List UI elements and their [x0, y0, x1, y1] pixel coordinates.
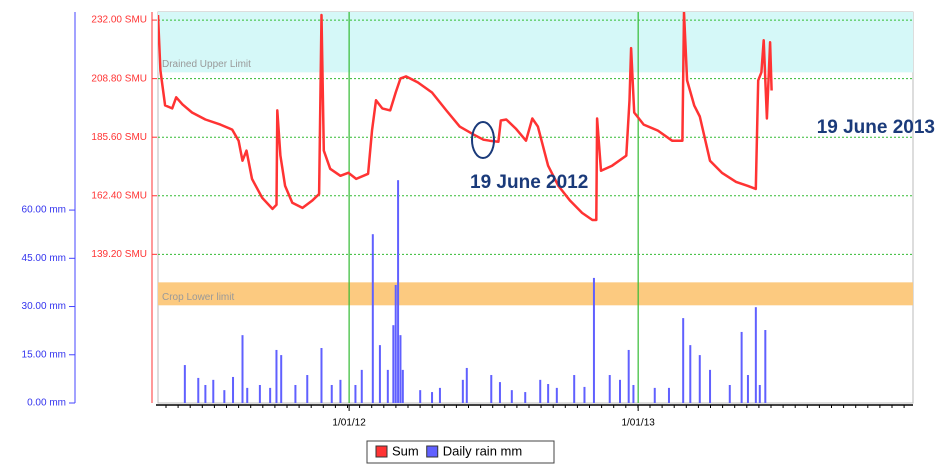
rain-bar [746, 375, 749, 403]
y2-tick-label: 185.60 SMU [91, 132, 147, 143]
rain-bar [709, 369, 712, 403]
rain-bar [378, 345, 381, 403]
rain-bar [583, 386, 586, 403]
annotation: 19 June 2013 [817, 117, 935, 138]
rain-bar [399, 335, 402, 403]
band [158, 282, 913, 306]
rain-bar [627, 349, 630, 403]
highlight-ellipse [471, 121, 495, 159]
rain-bar [330, 384, 333, 403]
rain-bar [419, 390, 422, 403]
rain-bar [764, 330, 767, 403]
legend-label: Daily rain mm [443, 443, 522, 458]
y-tick-label: 45.00 mm [22, 253, 66, 264]
rain-bar [490, 375, 493, 403]
axes: 139.20 SMU 162.40 SMU 185.60 SMU 208.80 SMU… [22, 12, 913, 429]
rain-bar [524, 392, 527, 403]
rain-bar [754, 307, 757, 403]
rain-bar [241, 335, 244, 403]
rain-bar [689, 345, 692, 403]
rain-bar [354, 384, 357, 403]
rain-bar [232, 376, 235, 403]
rain-bar [280, 355, 283, 403]
y2-tick-label: 162.40 SMU [91, 190, 147, 201]
rain-bar [667, 387, 670, 403]
rain-bar [392, 325, 395, 403]
bands: Drained Upper Limit Crop Lower limit [158, 12, 913, 306]
rain-bar [547, 384, 550, 403]
rain-bar [397, 180, 400, 403]
rain-bar [339, 379, 342, 403]
rain-bar [223, 390, 226, 403]
rain-bar [758, 384, 761, 403]
band-label: Crop Lower limit [162, 292, 234, 303]
legend-label: Sum [392, 443, 419, 458]
y2-tick-label: 208.80 SMU [91, 73, 147, 84]
plot-area [157, 11, 914, 404]
rain-bar [592, 277, 595, 403]
rain-bar [740, 331, 743, 403]
x-tick-label: 1/01/13 [621, 418, 655, 429]
legend-swatch [426, 445, 439, 458]
y-tick-label: 0.00 mm [27, 398, 66, 409]
rain-bar [212, 379, 215, 403]
rain-bar [682, 318, 685, 403]
rain-bar [371, 234, 374, 403]
rain-bar [294, 384, 297, 403]
y-tick-label: 30.00 mm [22, 301, 66, 312]
rain-bar [401, 369, 404, 403]
annotation: 19 June 2012 [470, 172, 588, 193]
rain-bar [258, 384, 261, 403]
grid [158, 12, 913, 403]
rain-bar [698, 355, 701, 403]
rain-bar [573, 375, 576, 403]
rain-bar [269, 387, 272, 403]
band [158, 12, 913, 73]
rain-bar [394, 284, 397, 403]
rain-bar [306, 375, 309, 403]
rain-bar [498, 382, 501, 403]
y-tick-label: 15.00 mm [22, 349, 66, 360]
rain-bar [197, 377, 200, 403]
rain-bar [275, 349, 278, 403]
band-label: Drained Upper Limit [162, 59, 251, 70]
rain-bar [555, 387, 558, 403]
marks [158, 12, 773, 403]
rain-bar [728, 384, 731, 403]
y-tick-label: 60.00 mm [22, 205, 66, 216]
rain-bar [608, 375, 611, 403]
legend-box [366, 440, 555, 464]
x-tick-label: 1/01/12 [332, 418, 366, 429]
legend-swatch [375, 445, 388, 458]
rain-bar [619, 379, 622, 403]
rain-bar [438, 387, 441, 403]
rain-bar [653, 387, 656, 403]
rain-bar [510, 390, 513, 403]
rain-bar [183, 365, 186, 403]
rain-bar [431, 392, 434, 403]
rain-bar [632, 384, 635, 403]
y2-tick-label: 232.00 SMU [91, 15, 147, 26]
sum-line [158, 12, 773, 222]
rain-bar [204, 384, 207, 403]
y2-tick-label: 139.20 SMU [91, 249, 147, 260]
rain-bar [320, 348, 323, 403]
rain-bar [386, 369, 389, 403]
rain-bar [461, 379, 464, 403]
rain-bar [246, 387, 249, 403]
rain-bar [465, 367, 468, 403]
rain-bar [539, 379, 542, 403]
rain-bar [360, 369, 363, 403]
